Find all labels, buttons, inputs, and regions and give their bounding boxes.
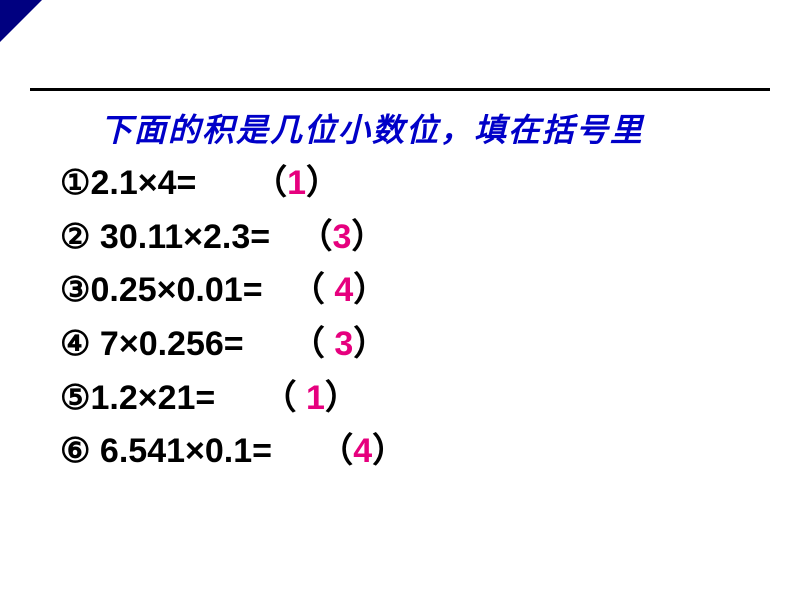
corner-accent	[0, 0, 42, 42]
problem-expression: 7×0.256=	[90, 325, 243, 363]
left-paren: （	[253, 165, 287, 202]
right-paren: ）	[353, 326, 387, 363]
spacing	[272, 432, 319, 470]
answer-value: 4	[334, 271, 353, 309]
spacing	[263, 271, 291, 309]
answer-pad	[297, 379, 306, 417]
problem-marker: ③	[60, 272, 90, 309]
problem-row: ② 30.11×2.3= （3）	[60, 211, 760, 265]
right-paren: ）	[353, 272, 387, 309]
problem-row: ⑥ 6.541×0.1= （4）	[60, 425, 760, 479]
right-paren: ）	[306, 165, 340, 202]
problem-row: ④ 7×0.256= （ 3）	[60, 318, 760, 372]
left-paren: （	[291, 272, 325, 309]
problem-row: ③0.25×0.01= （ 4）	[60, 264, 760, 318]
left-paren: （	[263, 380, 297, 417]
answer-value: 3	[334, 325, 353, 363]
left-paren: （	[298, 219, 332, 256]
problem-row: ①2.1×4= （1）	[60, 157, 760, 211]
answer-pad	[325, 271, 334, 309]
problem-expression: 2.1×4=	[90, 164, 196, 202]
instruction-title: 下面的积是几位小数位，填在括号里	[100, 105, 760, 151]
answer-pad	[325, 325, 334, 363]
problem-marker: ⑤	[60, 380, 90, 417]
right-paren: ）	[325, 380, 359, 417]
horizontal-rule	[30, 88, 770, 91]
left-paren: （	[319, 433, 353, 470]
spacing	[270, 218, 298, 256]
answer-value: 4	[353, 432, 372, 470]
spacing	[215, 379, 262, 417]
answer-value: 3	[332, 218, 351, 256]
problem-marker: ⑥	[60, 433, 90, 470]
left-paren: （	[291, 326, 325, 363]
problem-expression: 1.2×21=	[90, 379, 215, 417]
spacing	[196, 164, 253, 202]
problem-row: ⑤1.2×21= （ 1）	[60, 372, 760, 426]
spacing	[244, 325, 291, 363]
answer-value: 1	[306, 379, 325, 417]
slide-content: 下面的积是几位小数位，填在括号里 ①2.1×4= （1） ② 30.11×2.3…	[60, 105, 760, 479]
problem-expression: 6.541×0.1=	[90, 432, 272, 470]
problem-marker: ④	[60, 326, 90, 363]
problem-expression: 0.25×0.01=	[90, 271, 262, 309]
right-paren: ）	[372, 433, 406, 470]
answer-value: 1	[287, 164, 306, 202]
problem-marker: ①	[60, 165, 90, 202]
right-paren: ）	[351, 219, 385, 256]
problem-expression: 30.11×2.3=	[90, 218, 270, 256]
problem-marker: ②	[60, 219, 90, 256]
